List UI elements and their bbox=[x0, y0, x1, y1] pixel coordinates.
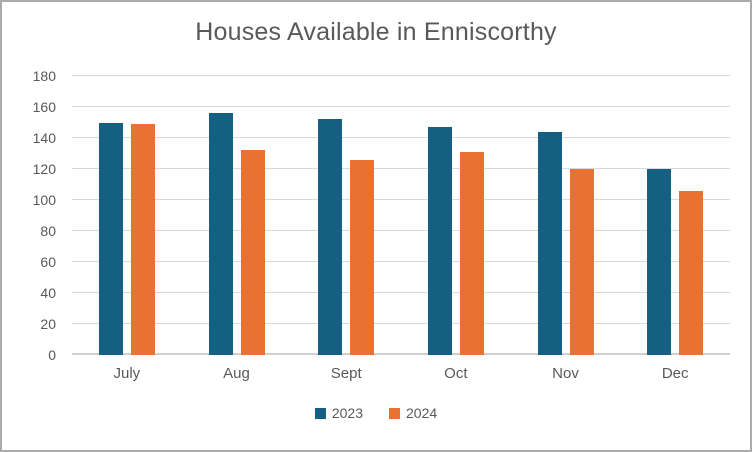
legend-item-2023: 2023 bbox=[314, 405, 363, 421]
bar-group-oct bbox=[401, 76, 511, 355]
gridline bbox=[72, 74, 730, 76]
x-tick-label-sept: Sept bbox=[330, 365, 362, 382]
y-tick-label: 140 bbox=[32, 130, 56, 146]
gridline bbox=[72, 229, 730, 231]
plot-area bbox=[72, 74, 730, 355]
y-tick-label: 40 bbox=[40, 285, 56, 301]
x-axis: July Aug Sept Oct Nov Dec bbox=[72, 365, 730, 382]
y-tick-label: 80 bbox=[40, 223, 56, 239]
bar-group-dec bbox=[620, 76, 730, 355]
y-axis: 0 20 40 60 80 100 120 140 160 180 bbox=[2, 69, 62, 362]
bar-2024-oct bbox=[459, 151, 484, 355]
legend: 2023 2024 bbox=[2, 405, 750, 421]
gridline bbox=[72, 260, 730, 262]
gridline bbox=[72, 198, 730, 200]
bar-2024-july bbox=[130, 124, 155, 355]
bar-groups bbox=[72, 76, 730, 355]
x-tick-label-july: July bbox=[113, 365, 141, 382]
y-tick-label: 160 bbox=[32, 99, 56, 115]
x-axis-line bbox=[72, 353, 730, 355]
bar-2023-nov bbox=[537, 131, 562, 355]
gridline bbox=[72, 291, 730, 293]
y-tick-label: 60 bbox=[40, 254, 56, 270]
x-tick-label-dec: Dec bbox=[661, 365, 689, 382]
bar-2023-july bbox=[98, 122, 123, 355]
bar-2023-sept bbox=[318, 119, 343, 355]
bar-group-july bbox=[72, 76, 182, 355]
bar-2024-dec bbox=[679, 190, 704, 355]
bar-2024-sept bbox=[350, 159, 375, 355]
gridline bbox=[72, 322, 730, 324]
gridline bbox=[72, 105, 730, 107]
bar-2024-aug bbox=[240, 150, 265, 355]
y-tick-label: 0 bbox=[48, 347, 56, 363]
bar-2024-nov bbox=[569, 169, 594, 355]
legend-swatch-2023 bbox=[314, 407, 326, 419]
x-tick-label-aug: Aug bbox=[223, 365, 250, 382]
legend-swatch-2024 bbox=[389, 407, 400, 419]
y-tick-label: 20 bbox=[40, 316, 56, 332]
bar-group-sept bbox=[291, 76, 401, 355]
bar-2023-aug bbox=[208, 113, 233, 355]
chart-title: Houses Available in Enniscorthy bbox=[195, 18, 557, 46]
bar-group-nov bbox=[511, 76, 621, 355]
bar-2023-dec bbox=[647, 169, 672, 355]
legend-item-2024: 2024 bbox=[389, 405, 437, 421]
bar-group-aug bbox=[182, 76, 292, 355]
gridline bbox=[72, 167, 730, 169]
gridline bbox=[72, 136, 730, 138]
legend-label-2023: 2023 bbox=[331, 405, 363, 421]
y-tick-label: 180 bbox=[32, 68, 56, 84]
x-tick-label-oct: Oct bbox=[444, 365, 468, 382]
y-tick-label: 100 bbox=[32, 192, 56, 208]
legend-label-2024: 2024 bbox=[406, 405, 438, 421]
x-tick-label-nov: Nov bbox=[552, 365, 579, 382]
y-tick-label: 120 bbox=[32, 161, 56, 177]
bar-2023-oct bbox=[427, 127, 452, 355]
